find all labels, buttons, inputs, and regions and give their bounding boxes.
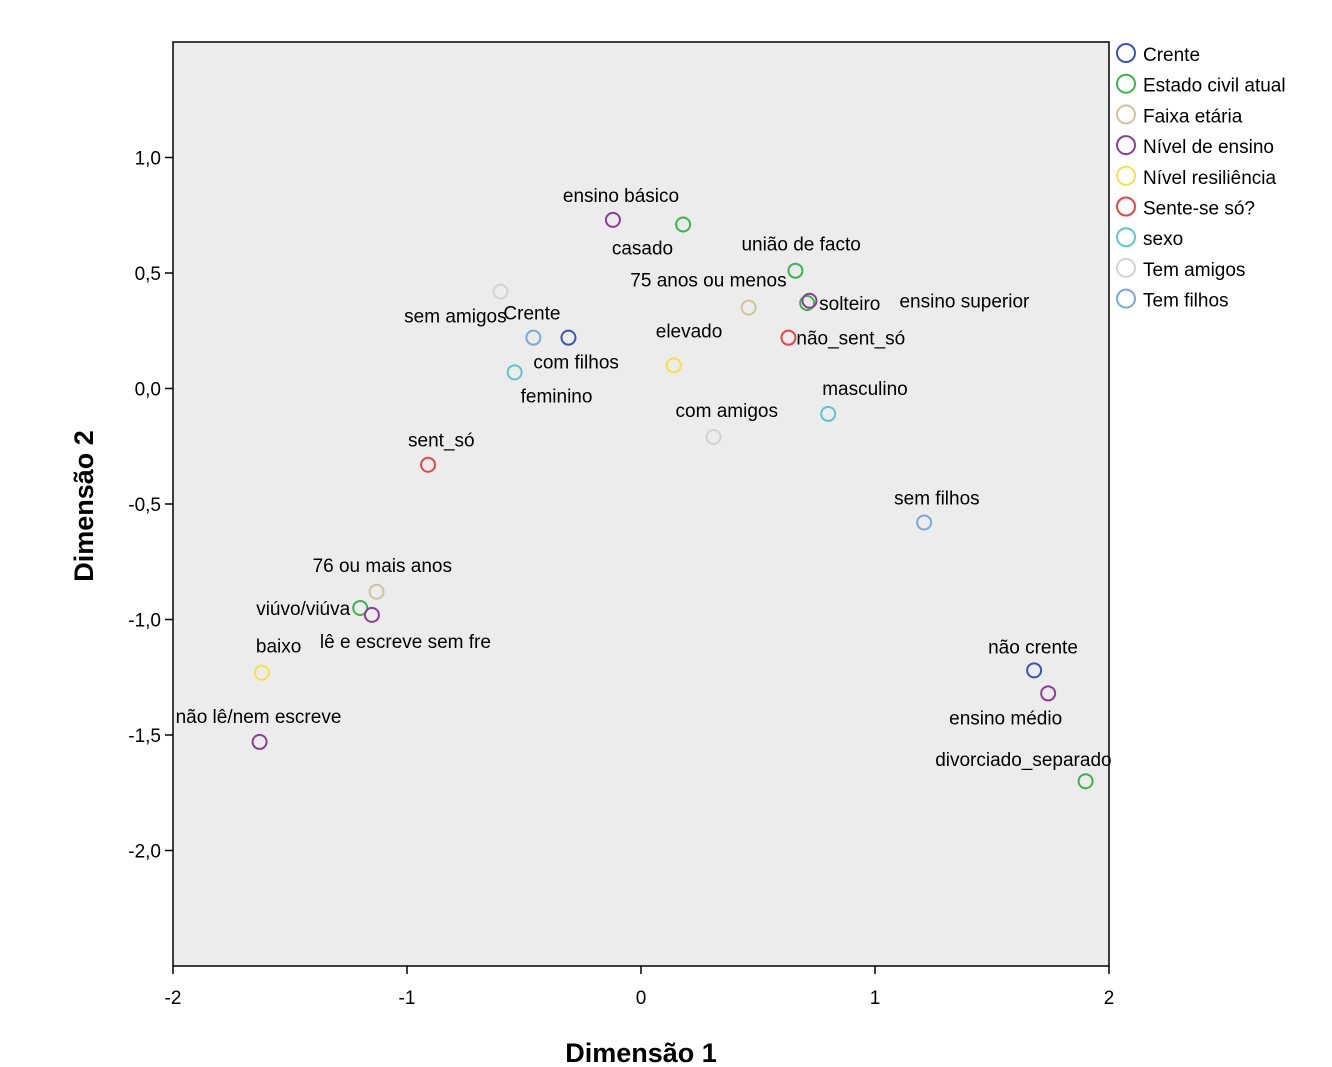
data-point-label: união de facto [741,235,860,256]
data-point-marker [1040,685,1057,702]
legend-label: Estado civil atual [1143,76,1286,97]
data-point-label: não lê/nem escreve [176,707,342,728]
data-point-marker [705,429,722,446]
legend-label: Tem amigos [1143,260,1245,281]
legend-label: Nível resiliência [1143,168,1276,189]
data-point-label: solteiro [819,294,880,315]
legend-marker [1116,227,1136,248]
data-point-marker [253,664,270,681]
legend-marker [1116,73,1136,94]
legend-marker [1116,135,1136,156]
data-point-marker [740,299,757,316]
data-point-label: 75 anos ou menos [630,271,786,292]
data-point-marker [799,295,816,312]
axis-ticks: 1,0 0,5 0,0 -0,5 -1,0 -1,5 -2,0 -2 -1 0 1 2 [128,149,1114,1010]
data-point-marker [780,329,797,346]
legend-label: Sente-se só? [1143,199,1255,220]
data-point-label: baixo [256,637,301,658]
data-point-label: viúvo/viúva [256,599,350,620]
data-point-marker [1026,662,1043,679]
data-point-label: com filhos [533,353,619,374]
y-tick-label: -1,0 [128,611,161,632]
legend-marker [1116,43,1136,63]
data-point-label: ensino superior [899,292,1030,313]
x-tick-label: 1 [870,988,881,1009]
data-points: Crente não crente casado união de facto solt… [176,186,1112,790]
legend-marker [1116,196,1136,217]
data-point-marker [916,514,933,531]
data-point-label: elevado [656,321,723,342]
data-point-marker [525,329,542,346]
legend: Crente Estado civil atual Faixa etária Níve… [1116,43,1286,312]
plot-area [172,41,1110,967]
y-axis-title: Dimensão 2 [69,430,99,582]
data-point-marker [251,733,268,750]
data-point-marker [506,364,523,381]
legend-label: sexo [1143,229,1183,250]
legend-marker [1116,288,1136,309]
data-point-label: sent_só [408,431,475,452]
y-tick-label: -1,5 [128,726,161,747]
legend-marker [1116,257,1136,278]
data-point-label: não crente [988,637,1078,658]
legend-label: Nível de ensino [1143,137,1274,158]
data-point-label: ensino básico [563,186,679,207]
legend-label: Crente [1143,45,1200,66]
y-tick-label: 1,0 [135,149,161,170]
data-point-marker [1077,773,1094,790]
y-tick-label: 0,0 [135,380,161,401]
data-point-marker [801,292,818,309]
x-tick-label: -2 [165,988,182,1009]
data-point-marker [665,357,682,374]
y-tick-label: 0,5 [135,264,161,285]
legend-label: Faixa etária [1143,106,1243,127]
x-tick-label: 0 [636,988,647,1009]
data-point-label: sem amigos [404,306,506,327]
data-point-marker [820,405,837,422]
y-tick-label: -0,5 [128,495,161,516]
data-point-label: casado [612,238,673,259]
legend-marker [1116,104,1136,125]
data-point-label: com amigos [676,401,778,422]
data-point-marker [363,606,380,623]
x-tick-label: -1 [399,988,416,1009]
data-point-label: não_sent_só [796,329,905,350]
data-point-label: feminino [521,386,593,407]
data-point-label: 76 ou mais anos [313,556,452,577]
data-point-label: divorciado_separado [935,750,1111,771]
data-point-label: ensino médio [949,708,1062,729]
data-point-marker [352,599,369,616]
data-point-marker [420,456,437,473]
x-tick-label: 2 [1104,988,1115,1009]
data-point-marker [560,329,577,346]
data-point-marker [675,216,692,233]
data-point-label: sem filhos [894,488,980,509]
data-point-marker [604,211,621,228]
data-point-marker [492,283,509,300]
legend-marker [1116,165,1136,186]
data-point-label: Crente [503,304,560,325]
data-point-marker [787,262,804,279]
y-tick-label: -2,0 [128,842,161,863]
data-point-marker [368,583,385,600]
data-point-label: lê e escreve sem fre [320,632,491,653]
data-point-label: masculino [822,379,908,400]
x-axis-title: Dimensão 1 [565,1038,717,1067]
legend-label: Tem filhos [1143,291,1229,312]
